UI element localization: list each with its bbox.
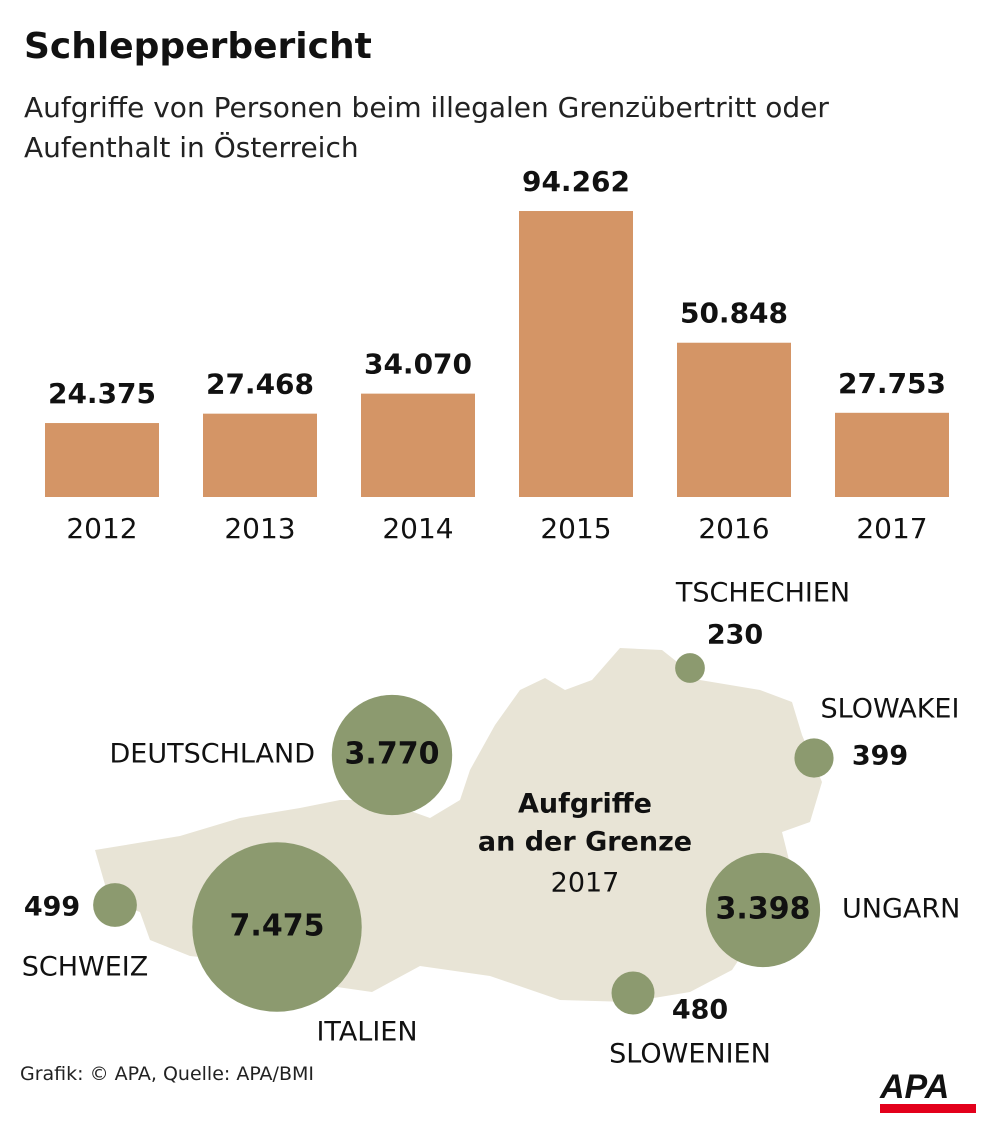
- x-tick-label: 2015: [540, 512, 611, 545]
- source: Grafik: © APA, Quelle: APA/BMI: [20, 1063, 314, 1085]
- bar: [45, 423, 159, 497]
- value-label: 24.375: [48, 377, 156, 410]
- x-tick-label: 2016: [698, 512, 769, 545]
- map-title: an der Grenze: [478, 827, 692, 858]
- value-label: 94.262: [522, 165, 630, 198]
- x-tick-label: 2017: [856, 512, 927, 545]
- logo-bar: [880, 1104, 976, 1113]
- x-tick-label: 2013: [224, 512, 295, 545]
- country-label: TSCHECHIEN: [675, 578, 850, 609]
- subtitle: Aufgriffe von Personen beim illegalen Gr…: [24, 91, 829, 164]
- value-label: 480: [672, 995, 728, 1026]
- bubble: [675, 653, 705, 683]
- value-label: 3.398: [716, 892, 811, 927]
- bubble: [794, 738, 834, 778]
- map-title: Aufgriffe: [518, 789, 652, 820]
- country-label: ITALIEN: [316, 1017, 417, 1048]
- bubble: [192, 842, 362, 1012]
- country-label: SLOWENIEN: [609, 1039, 771, 1070]
- country-label: DEUTSCHLAND: [109, 739, 315, 770]
- value-label: 399: [852, 741, 908, 772]
- map-subtitle: 2017: [551, 868, 620, 899]
- value-label: 27.753: [838, 367, 946, 400]
- value-label: 7.475: [230, 909, 325, 944]
- country-label: SCHWEIZ: [22, 952, 149, 983]
- value-label: 27.468: [206, 368, 314, 401]
- country-label: UNGARN: [842, 894, 960, 925]
- bubble: [611, 971, 655, 1015]
- bar: [361, 393, 475, 497]
- value-label: 230: [707, 620, 763, 651]
- value-label: 50.848: [680, 297, 788, 330]
- logo-text: APA: [880, 1068, 950, 1106]
- bar: [519, 211, 633, 497]
- x-tick-label: 2014: [382, 512, 453, 545]
- value-label: 34.070: [364, 348, 472, 381]
- bubble: [705, 852, 821, 968]
- bar: [835, 412, 949, 497]
- bar: [677, 342, 791, 497]
- bubble: [93, 883, 137, 927]
- value-label: 499: [24, 892, 80, 923]
- bubble: [331, 694, 453, 816]
- country-label: SLOWAKEI: [821, 694, 960, 725]
- value-label: 3.770: [345, 737, 440, 772]
- x-tick-label: 2012: [66, 512, 137, 545]
- bar: [203, 413, 317, 497]
- title: Schlepperbericht: [24, 26, 372, 67]
- logo: APA: [880, 1070, 976, 1114]
